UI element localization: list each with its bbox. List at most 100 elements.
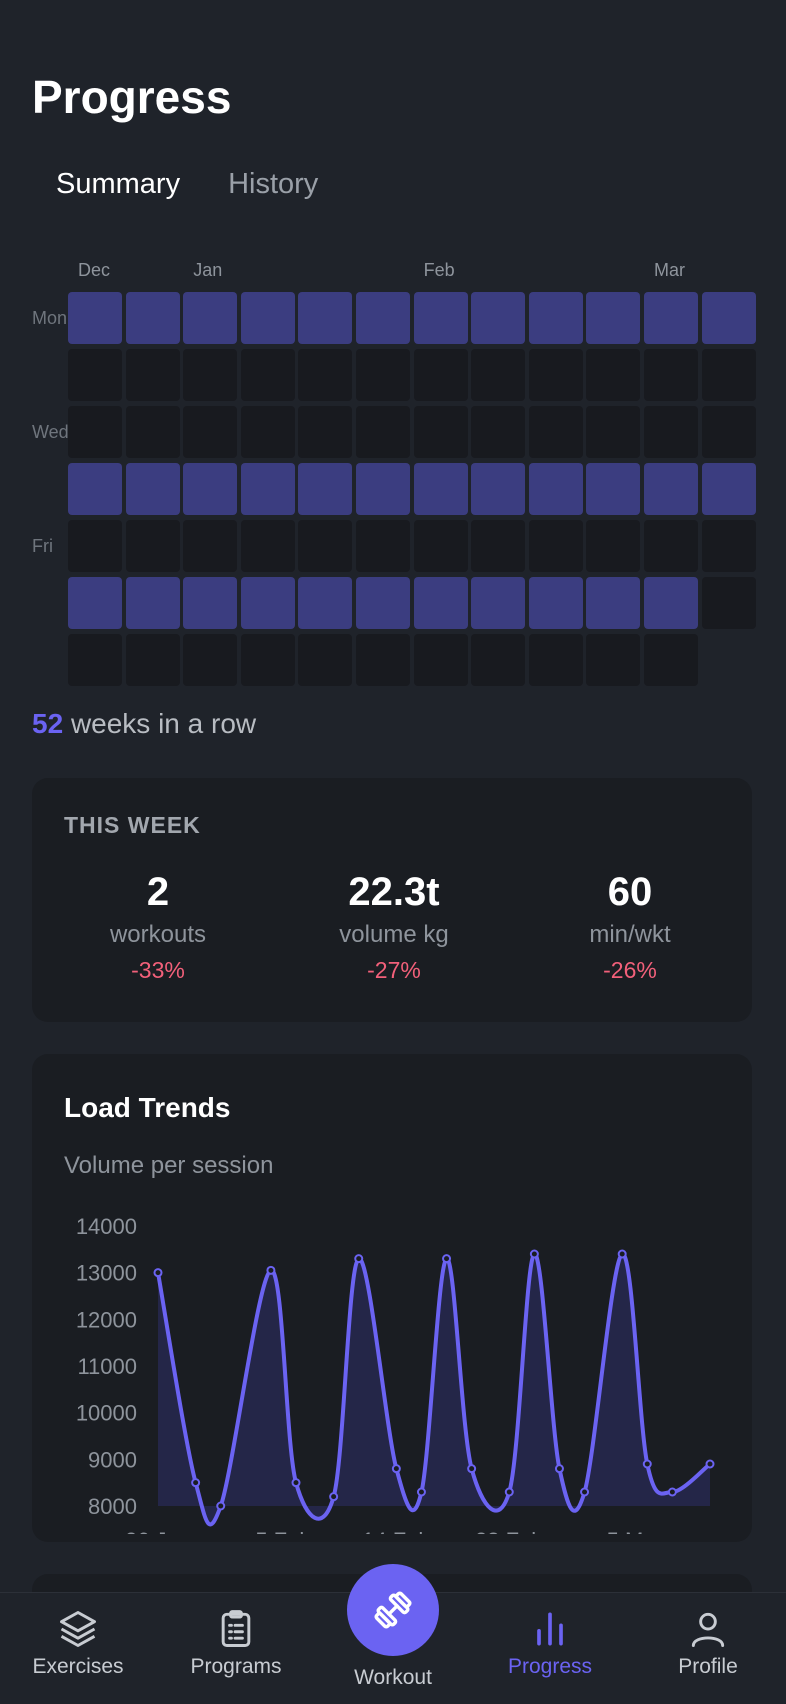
clipboard-icon <box>221 1610 251 1647</box>
heatmap-cell <box>125 406 180 458</box>
heatmap-cell <box>528 463 583 515</box>
heatmap-cell <box>528 634 583 686</box>
heatmap-cell <box>298 406 353 458</box>
y-tick-label: 10000 <box>76 1401 137 1426</box>
stat-change: -26% <box>603 957 657 983</box>
streak-count: 52 <box>32 708 64 739</box>
data-point <box>416 1487 426 1497</box>
data-point <box>329 1492 339 1502</box>
nav-profile[interactable]: Profile <box>633 1607 783 1679</box>
load-trends-card: Load Trends Volume per session 14000 1300… <box>32 1054 752 1542</box>
stat-label: workouts <box>109 921 207 948</box>
heatmap-cell <box>240 577 295 629</box>
tab-history[interactable]: History <box>228 168 319 200</box>
heatmap-cell <box>68 463 122 515</box>
volume-line-chart: 14000 13000 12000 11000 10000 9000 8000 26 Jan 5… <box>76 1214 715 1534</box>
heatmap-cell <box>298 292 353 344</box>
day-label: Fri <box>32 536 53 556</box>
activity-heatmap: Dec Jan Feb Mar Mon Wed Fri <box>0 252 786 692</box>
heatmap-cell <box>125 463 180 515</box>
heatmap-cell <box>298 634 353 686</box>
stat-value: 2 <box>146 870 170 914</box>
nav-exercises[interactable]: Exercises <box>3 1607 153 1679</box>
stat-volume: 22.3t volume kg -27% <box>284 870 504 984</box>
month-label: Mar <box>654 260 685 280</box>
data-point <box>467 1464 477 1474</box>
data-point <box>580 1487 590 1497</box>
day-label: Mon <box>32 308 68 328</box>
x-tick-label: 14 Feb <box>362 1528 431 1534</box>
heatmap-cell <box>240 463 295 515</box>
heatmap-cell <box>240 292 295 344</box>
data-point <box>642 1459 652 1469</box>
heatmap-cell <box>68 520 122 572</box>
heatmap-cell <box>586 463 641 515</box>
x-tick-label: 26 Jan <box>125 1528 191 1534</box>
heatmap-cell <box>125 520 180 572</box>
heatmap-cell <box>183 349 238 401</box>
heatmap-cell <box>644 349 698 401</box>
user-icon <box>691 1612 725 1647</box>
stat-label: min/wkt <box>589 921 671 948</box>
x-tick-label: 5 Feb <box>255 1528 311 1534</box>
heatmap-cell <box>183 520 238 572</box>
heatmap-cell <box>644 406 698 458</box>
x-tick-label: 23 Feb <box>475 1528 544 1534</box>
heatmap-cell <box>298 577 353 629</box>
nav-label: Profile <box>678 1655 738 1678</box>
x-tick-label: 5 Mar <box>607 1528 663 1534</box>
heatmap-cell <box>68 292 122 344</box>
y-tick-label: 8000 <box>88 1494 137 1519</box>
heatmap-cell <box>701 349 756 401</box>
heatmap-cell <box>644 463 698 515</box>
nav-label: Exercises <box>32 1655 124 1678</box>
heatmap-cell <box>471 634 526 686</box>
heatmap-cell <box>471 520 526 572</box>
month-label: Jan <box>193 260 223 280</box>
page-title: Progress <box>32 71 232 123</box>
heatmap-cell <box>68 577 122 629</box>
heatmap-cell <box>356 463 410 515</box>
heatmap-cell <box>356 349 410 401</box>
heatmap-cell <box>644 520 698 572</box>
heatmap-cell <box>125 292 180 344</box>
heatmap-cell <box>701 463 756 515</box>
heatmap-cell <box>586 577 641 629</box>
heatmap-cell <box>528 406 583 458</box>
heatmap-cell <box>183 292 238 344</box>
this-week-card: THIS WEEK 2 workouts -33% 22.3t volume k… <box>32 778 752 1022</box>
stat-duration: 60 min/wkt -26% <box>520 870 740 984</box>
month-label: Dec <box>78 260 111 280</box>
heatmap-cell <box>701 577 756 629</box>
heatmap-cell <box>586 292 641 344</box>
stat-label: volume kg <box>339 921 449 948</box>
heatmap-cell <box>471 349 526 401</box>
data-point <box>354 1254 364 1264</box>
heatmap-cell <box>586 349 641 401</box>
data-point <box>705 1459 715 1469</box>
nav-programs[interactable]: Programs <box>161 1607 311 1679</box>
heatmap-cell <box>701 292 756 344</box>
month-label: Feb <box>423 260 455 280</box>
heatmap-cell <box>356 634 410 686</box>
heatmap-cell <box>125 577 180 629</box>
tab-summary[interactable]: Summary <box>56 168 181 200</box>
heatmap-cell <box>298 463 353 515</box>
heatmap-cell <box>586 406 641 458</box>
heatmap-cell <box>413 292 468 344</box>
heatmap-cell <box>528 520 583 572</box>
nav-progress[interactable]: Progress <box>475 1607 625 1679</box>
heatmap-cell <box>240 634 295 686</box>
data-point <box>391 1464 401 1474</box>
heatmap-cell <box>644 292 698 344</box>
data-point <box>504 1487 514 1497</box>
heatmap-cell <box>356 406 410 458</box>
dumbbell-icon <box>374 1591 412 1629</box>
workout-button[interactable] <box>347 1564 439 1656</box>
heatmap-cell <box>125 349 180 401</box>
stat-value: 22.3t <box>348 870 440 914</box>
heatmap-cell <box>356 292 410 344</box>
data-point <box>617 1249 627 1259</box>
heatmap-cell <box>183 634 238 686</box>
heatmap-cell <box>701 520 756 572</box>
